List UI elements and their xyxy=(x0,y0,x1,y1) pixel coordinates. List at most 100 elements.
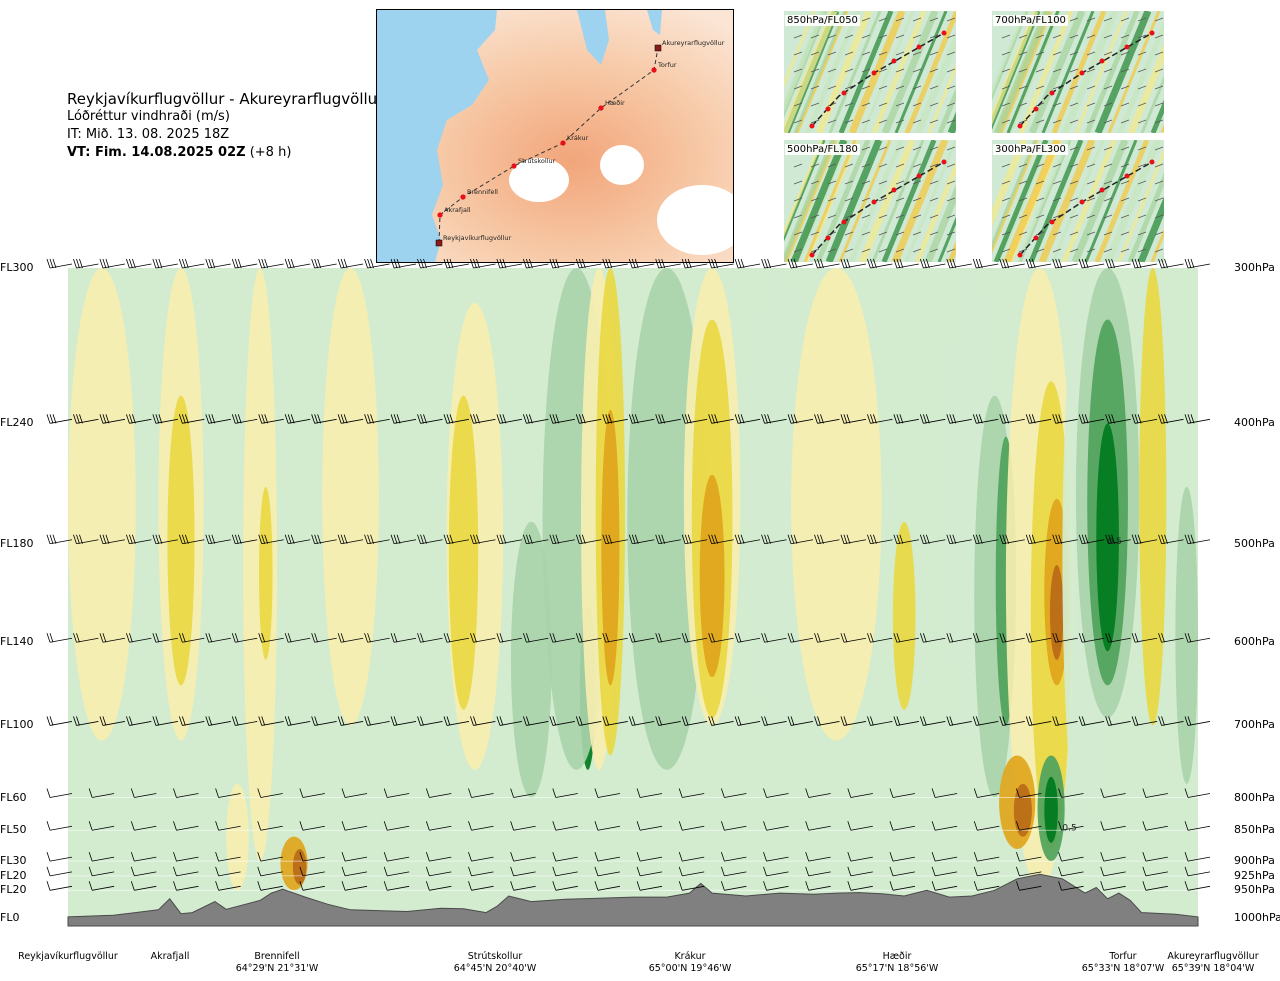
wind-barb xyxy=(1158,633,1184,643)
route-map-svg: Reykjavíkurflugvöllur Akrafjall Brennifell… xyxy=(377,10,733,262)
wind-cell xyxy=(448,395,479,710)
mini-map-waypoint xyxy=(941,30,947,36)
mini-map-barb xyxy=(810,34,820,39)
issue-time: IT: Mið. 13. 08. 2025 18Z xyxy=(67,127,230,142)
wind-barb xyxy=(470,258,496,269)
wind-cell xyxy=(746,268,814,741)
mini-map-barb xyxy=(946,248,956,253)
wind-barb xyxy=(889,788,916,798)
mini-map-barb xyxy=(1052,102,1062,107)
mini-map-stripe xyxy=(1061,11,1119,133)
wind-barb xyxy=(417,534,443,545)
flight-level-label: FL100 xyxy=(0,718,34,732)
mini-map-barb xyxy=(912,85,922,90)
station-name: Akrafjall xyxy=(150,951,190,962)
wind-barb xyxy=(847,821,873,831)
mini-map-barb xyxy=(895,119,905,124)
wind-barb xyxy=(805,866,831,877)
wind-barb xyxy=(972,534,999,545)
wind-barb xyxy=(417,414,443,424)
mini-map-stripe xyxy=(861,11,915,133)
mini-map-barb xyxy=(1086,231,1096,236)
mini-map-stripe xyxy=(825,140,883,262)
mini-map-barb xyxy=(1120,85,1130,90)
wind-barb xyxy=(510,851,536,862)
mini-map-stripe xyxy=(805,11,861,133)
wind-barb xyxy=(1184,788,1211,798)
mini-map-barb xyxy=(793,163,803,168)
wind-barb xyxy=(636,881,663,891)
mini-map-barb xyxy=(1120,119,1130,124)
wind-barb xyxy=(708,633,734,643)
wind-barb xyxy=(152,414,178,424)
mini-map-barb xyxy=(929,85,939,90)
mini-map-barb xyxy=(1137,248,1147,253)
wind-barb xyxy=(840,716,867,726)
wind-barb xyxy=(443,534,470,545)
wind-barb xyxy=(46,633,73,643)
mini-map-barb xyxy=(1069,17,1079,22)
mini-map-barb xyxy=(1086,163,1096,168)
mini-map-stripe xyxy=(1008,11,1062,133)
route-point-label: Reykjavíkurflugvöllur xyxy=(443,234,512,242)
wind-barb xyxy=(173,788,199,798)
wind-barb xyxy=(299,881,325,891)
mini-map-barb xyxy=(1018,102,1028,107)
mini-map-stripe xyxy=(815,11,873,133)
wind-barb xyxy=(946,633,972,643)
chart-title-block: Reykjavíkurflugvöllur - Akureyrarflugvöl… xyxy=(67,90,383,162)
wind-barb xyxy=(337,534,364,545)
mini-map-barb xyxy=(929,146,939,151)
wind-barb xyxy=(130,851,157,862)
mini-map-barb xyxy=(793,119,803,124)
wind-barb xyxy=(678,788,705,798)
mini-map-barb xyxy=(1035,163,1045,168)
mini-map-barb xyxy=(929,197,939,202)
wind-barb xyxy=(383,881,410,891)
mini-map-barb xyxy=(810,197,820,202)
wind-barb xyxy=(205,633,231,643)
mini-map-barb xyxy=(912,180,922,185)
mini-map-barb xyxy=(1120,102,1130,107)
mini-map-barb xyxy=(1018,197,1028,202)
wind-barb xyxy=(1025,716,1052,726)
wind-barb xyxy=(88,788,115,798)
wind-barb xyxy=(470,633,496,643)
mini-map-stripe xyxy=(1150,228,1164,262)
wind-barb xyxy=(602,414,628,424)
wind-cell xyxy=(258,486,273,660)
mini-map-barb xyxy=(1154,248,1164,253)
mini-map-barb xyxy=(1018,180,1028,185)
wind-cell xyxy=(1096,423,1119,652)
wind-barb xyxy=(231,414,258,424)
mini-map-barb xyxy=(912,102,922,107)
wind-barb xyxy=(258,716,284,726)
mini-map-stripe xyxy=(838,140,892,262)
mini-map-stripe xyxy=(1028,11,1086,133)
mini-map-stripe xyxy=(795,11,849,133)
mini-map-stripe xyxy=(924,184,956,262)
mini-map-barb xyxy=(1137,68,1147,73)
mini-map-waypoint xyxy=(871,70,877,76)
wind-barb xyxy=(847,881,873,891)
wind-barb xyxy=(919,716,946,726)
wind-barb xyxy=(258,258,284,269)
mini-map-barb xyxy=(1120,197,1130,202)
mini-map-barb xyxy=(946,214,956,219)
mini-map-stripe xyxy=(815,140,871,262)
wind-barb xyxy=(602,633,628,643)
mini-map-barb xyxy=(1154,51,1164,56)
mini-map-barb xyxy=(793,248,803,253)
pressure-level-label: 900hPa xyxy=(1234,854,1275,868)
mini-map-barb xyxy=(793,85,803,90)
mini-map-barb xyxy=(878,68,888,73)
route-waypoint-marker xyxy=(560,140,566,146)
mini-map-stripe xyxy=(904,11,956,133)
wind-barb xyxy=(1078,414,1105,424)
mini-map-barb xyxy=(912,248,922,253)
wind-barb xyxy=(73,534,99,545)
wind-barb xyxy=(636,851,663,862)
mini-map-stripe xyxy=(1018,11,1074,133)
flight-level-label: FL50 xyxy=(0,823,27,837)
wind-barb xyxy=(1100,881,1126,891)
